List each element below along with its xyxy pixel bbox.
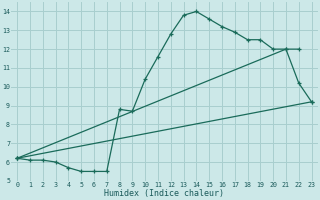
X-axis label: Humidex (Indice chaleur): Humidex (Indice chaleur) (104, 189, 224, 198)
